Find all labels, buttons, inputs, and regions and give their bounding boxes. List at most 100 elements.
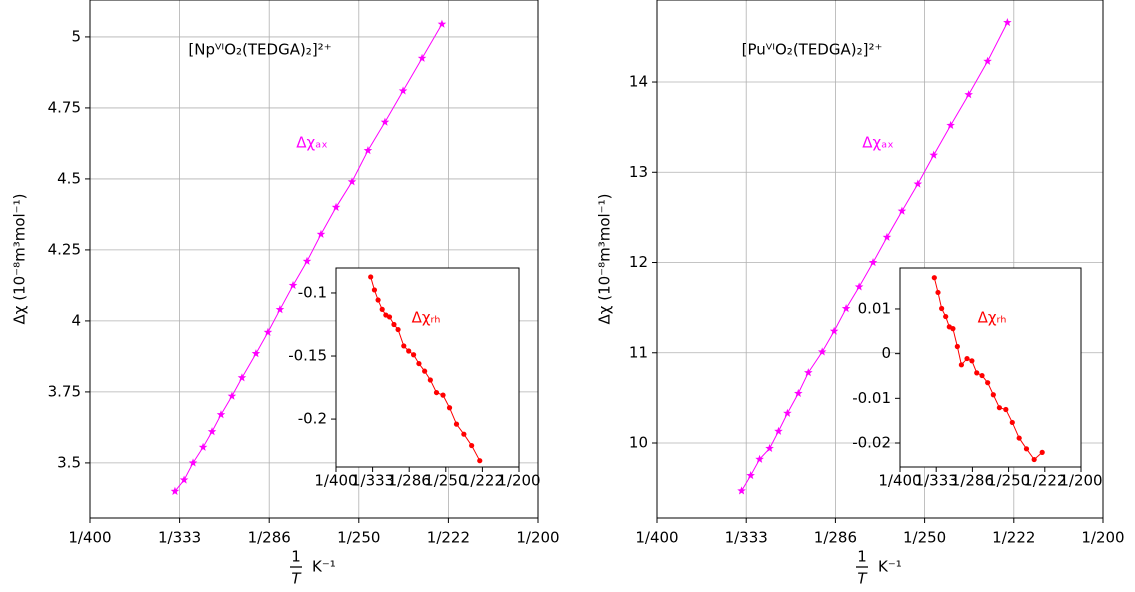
point bbox=[990, 392, 996, 398]
point bbox=[774, 426, 783, 435]
series-label: Δχᵣₕ bbox=[978, 309, 1007, 327]
inset-background bbox=[336, 268, 519, 467]
point bbox=[401, 343, 407, 349]
x-axis-label-numerator: 1 bbox=[857, 548, 867, 566]
point bbox=[829, 326, 839, 335]
y-tick-label: 4 bbox=[71, 311, 81, 329]
x-tick-label: 1/250 bbox=[337, 529, 380, 547]
point bbox=[379, 306, 385, 312]
point bbox=[469, 442, 475, 449]
x-tick-label: 1/286 bbox=[388, 472, 431, 490]
point bbox=[477, 458, 483, 464]
y-axis-label: Δχ (10⁻⁸m³mol⁻¹) bbox=[11, 194, 29, 325]
point bbox=[207, 427, 217, 436]
point bbox=[179, 475, 189, 484]
point bbox=[1003, 406, 1009, 413]
point bbox=[1023, 446, 1030, 452]
point bbox=[437, 19, 447, 28]
point bbox=[755, 454, 764, 463]
point bbox=[422, 368, 428, 374]
point bbox=[363, 146, 373, 155]
point bbox=[331, 202, 341, 211]
x-axis-label-denominator: T bbox=[857, 570, 868, 588]
point bbox=[188, 458, 198, 467]
point bbox=[1003, 17, 1012, 27]
annotation: [NpⱽᴵO₂(TEDGA)₂]²⁺ bbox=[188, 41, 331, 59]
point bbox=[227, 391, 237, 400]
y-tick-label: -0.15 bbox=[288, 347, 327, 365]
y-tick-label: 3.75 bbox=[48, 382, 81, 400]
annotation: [PuⱽᴵO₂(TEDGA)₂]²⁺ bbox=[742, 41, 883, 59]
y-axis-label: Δχ (10⁻⁸m³mol⁻¹) bbox=[596, 194, 614, 325]
y-tick-label: 4.5 bbox=[57, 169, 81, 187]
x-tick-label: 1/333 bbox=[351, 472, 394, 490]
x-tick-label: 1/200 bbox=[1059, 472, 1102, 490]
point bbox=[958, 362, 964, 368]
x-tick-label: 1/250 bbox=[424, 472, 467, 490]
x-tick-label: 1/250 bbox=[987, 472, 1030, 490]
series-label: Δχₐₓ bbox=[296, 134, 327, 152]
point bbox=[427, 377, 433, 383]
x-tick-label: 1/222 bbox=[461, 472, 504, 490]
y-tick-label: 4.25 bbox=[48, 240, 81, 258]
point bbox=[929, 150, 938, 159]
point bbox=[974, 370, 980, 376]
point bbox=[868, 258, 878, 267]
x-tick-label: 1/400 bbox=[635, 529, 678, 547]
y-tick-label: 11 bbox=[629, 343, 648, 361]
x-tick-label: 1/222 bbox=[992, 529, 1035, 547]
point bbox=[433, 389, 440, 396]
x-tick-label: 1/400 bbox=[878, 472, 921, 490]
point bbox=[913, 179, 923, 188]
y-tick-label: 5 bbox=[71, 27, 81, 45]
point bbox=[765, 443, 774, 453]
point bbox=[237, 373, 247, 382]
point bbox=[368, 274, 374, 280]
point bbox=[417, 53, 427, 62]
point bbox=[288, 280, 298, 290]
point bbox=[216, 410, 226, 419]
plot-frame bbox=[335, 267, 520, 468]
plot-frame bbox=[89, 0, 539, 519]
x-tick-label: 1/222 bbox=[427, 529, 470, 547]
point bbox=[783, 408, 792, 417]
y-tick-label: 4.75 bbox=[48, 98, 81, 116]
y-tick-label: 10 bbox=[629, 434, 648, 452]
x-tick-label: 1/333 bbox=[915, 472, 958, 490]
point bbox=[804, 368, 813, 377]
y-tick-label: 0.01 bbox=[858, 299, 891, 317]
x-tick-label: 1/286 bbox=[814, 529, 857, 547]
point bbox=[395, 326, 401, 333]
point bbox=[198, 442, 208, 451]
point bbox=[882, 232, 892, 241]
plot-frame bbox=[899, 267, 1082, 468]
x-tick-label: 1/400 bbox=[68, 529, 111, 547]
x-tick-label: 1/200 bbox=[497, 472, 540, 490]
point bbox=[398, 86, 408, 95]
y-tick-label: 14 bbox=[629, 73, 648, 91]
x-tick-label: 1/333 bbox=[725, 529, 768, 547]
point bbox=[964, 90, 973, 99]
y-tick-label: 12 bbox=[629, 253, 648, 271]
point bbox=[931, 275, 937, 281]
point bbox=[1009, 419, 1015, 426]
x-tick-label: 1/200 bbox=[1081, 529, 1124, 547]
point bbox=[964, 355, 970, 362]
point bbox=[375, 297, 381, 303]
x-axis-label-denominator: T bbox=[291, 570, 302, 588]
point bbox=[251, 349, 261, 358]
x-tick-label: 1/250 bbox=[903, 529, 946, 547]
point bbox=[440, 392, 446, 398]
y-tick-label: 13 bbox=[629, 163, 648, 181]
x-tick-label: 1/286 bbox=[951, 472, 994, 490]
point bbox=[446, 405, 453, 411]
point bbox=[386, 314, 393, 320]
point bbox=[939, 305, 945, 312]
point bbox=[406, 348, 412, 354]
series-label: Δχᵣₕ bbox=[412, 309, 441, 327]
point bbox=[263, 327, 273, 336]
point bbox=[275, 305, 285, 314]
point bbox=[1039, 449, 1045, 455]
x-tick-label: 1/333 bbox=[158, 529, 201, 547]
